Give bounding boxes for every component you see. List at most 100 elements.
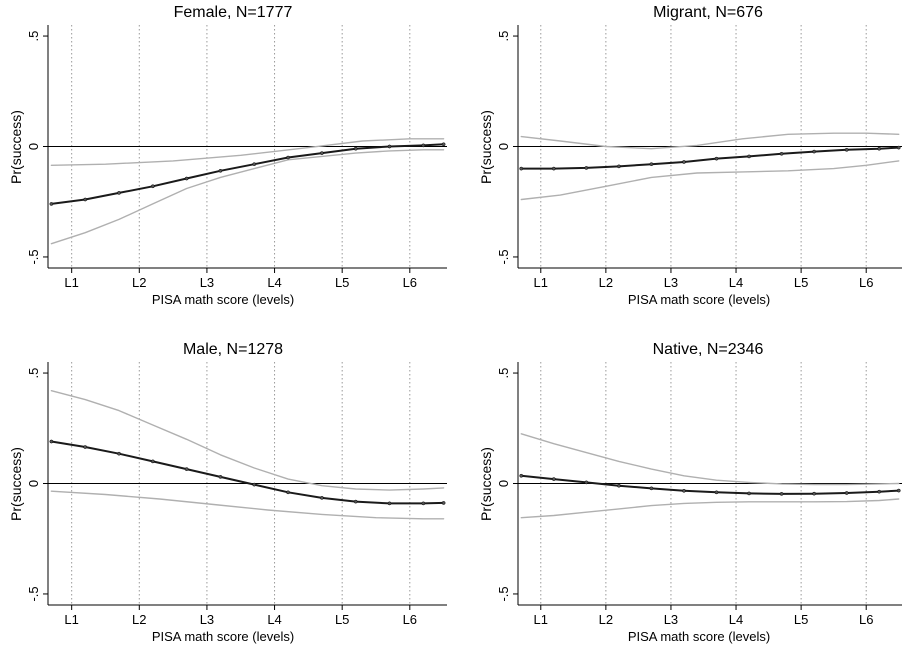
estimate-point	[519, 166, 524, 171]
estimate-point	[387, 501, 392, 506]
x-tick-label: L3	[664, 612, 678, 627]
x-tick-label: L4	[267, 275, 281, 290]
estimate-point	[812, 149, 816, 154]
estimate-point	[812, 491, 816, 496]
estimate-line	[50, 143, 445, 205]
estimate-point	[252, 162, 257, 167]
upper-ci-line	[520, 433, 900, 486]
y-axis-title: Pr(success)	[478, 110, 494, 184]
estimate-point	[252, 482, 257, 487]
x-tick-label: L6	[403, 612, 417, 627]
x-tick-label: L5	[794, 275, 808, 290]
lower-ci-line	[520, 498, 900, 519]
x-tick-label: L1	[64, 612, 78, 627]
x-tick-label: L1	[64, 275, 78, 290]
chart-panel: Female, N=1777 L1 L2 L3 L4 L5 L6 -.5 0 .5 PISA mat…	[8, 4, 447, 307]
estimate-point	[551, 477, 556, 481]
y-axis-title: Pr(success)	[8, 447, 24, 521]
estimate-point	[353, 146, 358, 151]
y-tick-label: -.5	[496, 249, 511, 264]
x-tick-label: L6	[859, 612, 873, 627]
estimate-point	[218, 168, 223, 173]
estimate-point	[117, 191, 121, 195]
upper-ci-line	[520, 132, 900, 150]
estimate-point	[421, 143, 426, 148]
estimate-point	[49, 439, 54, 444]
estimate-point	[320, 496, 324, 500]
estimate-point	[320, 151, 324, 155]
estimate-point	[747, 491, 751, 496]
upper-ci-line	[50, 390, 445, 491]
estimate-point	[844, 491, 849, 495]
estimate-point	[519, 473, 524, 478]
x-tick-label: L4	[729, 612, 743, 627]
y-tick-label: .5	[496, 368, 511, 379]
estimate-point	[150, 459, 155, 464]
x-tick-label: L2	[132, 612, 146, 627]
estimate-point	[682, 488, 686, 493]
x-axis-title: PISA math score (levels)	[152, 292, 294, 307]
y-axis-title: Pr(success)	[478, 447, 494, 521]
panel-title: Male, N=1278	[183, 341, 283, 358]
chart-panel: Native, N=2346 L1 L2 L3 L4 L5 L6 -.5 0 .5 PISA mat…	[478, 341, 902, 644]
lower-ci-line	[520, 160, 900, 201]
estimate-point	[83, 445, 88, 449]
x-tick-label: L1	[534, 612, 548, 627]
estimate-point	[649, 162, 654, 167]
estimate-point	[896, 488, 901, 493]
y-tick-label: -.5	[26, 586, 41, 601]
estimate-point	[747, 154, 751, 159]
estimate-point	[184, 176, 189, 181]
y-tick-label: 0	[496, 143, 511, 150]
x-tick-label: L2	[599, 275, 613, 290]
estimate-point	[844, 147, 849, 152]
estimate-point	[441, 501, 446, 505]
estimate-point	[387, 144, 392, 149]
estimate-point	[682, 160, 686, 164]
x-tick-label: L4	[267, 612, 281, 627]
estimate-point	[184, 467, 189, 471]
x-tick-label: L4	[729, 275, 743, 290]
estimate-line	[50, 440, 445, 505]
estimate-point	[49, 202, 54, 206]
estimate-point	[617, 483, 621, 488]
x-tick-label: L3	[664, 275, 678, 290]
estimate-point	[117, 451, 121, 456]
estimate-point	[617, 164, 621, 169]
panel-title: Female, N=1777	[174, 4, 293, 21]
y-tick-label: .5	[496, 31, 511, 42]
x-tick-label: L1	[534, 275, 548, 290]
x-tick-label: L6	[859, 275, 873, 290]
lower-ci-line	[50, 490, 445, 520]
panel-title: Native, N=2346	[653, 341, 764, 358]
x-tick-label: L6	[403, 275, 417, 290]
y-axis-title: Pr(success)	[8, 110, 24, 184]
estimate-point	[714, 156, 719, 161]
x-tick-label: L5	[794, 612, 808, 627]
y-tick-label: 0	[26, 143, 41, 150]
chart-panel: Migrant, N=676 L1 L2 L3 L4 L5 L6 -.5 0 .5 PISA mat…	[478, 4, 902, 307]
estimate-point	[896, 145, 901, 150]
x-tick-label: L2	[132, 275, 146, 290]
lower-ci-line	[50, 149, 445, 245]
x-tick-label: L5	[335, 612, 349, 627]
x-tick-label: L3	[200, 612, 214, 627]
x-tick-label: L3	[200, 275, 214, 290]
estimate-point	[877, 146, 882, 151]
y-tick-label: .5	[26, 368, 41, 379]
y-tick-label: 0	[26, 480, 41, 487]
x-tick-label: L5	[335, 275, 349, 290]
upper-ci-line	[50, 138, 445, 167]
estimate-point	[779, 151, 784, 156]
x-axis-title: PISA math score (levels)	[628, 292, 770, 307]
y-tick-label: 0	[496, 480, 511, 487]
y-tick-label: -.5	[496, 586, 511, 601]
estimate-point	[421, 501, 426, 506]
estimate-point	[877, 489, 882, 494]
estimate-point	[286, 490, 290, 495]
y-tick-label: -.5	[26, 249, 41, 264]
estimate-point	[779, 492, 784, 496]
estimate-point	[441, 142, 446, 147]
estimate-point	[353, 499, 358, 504]
